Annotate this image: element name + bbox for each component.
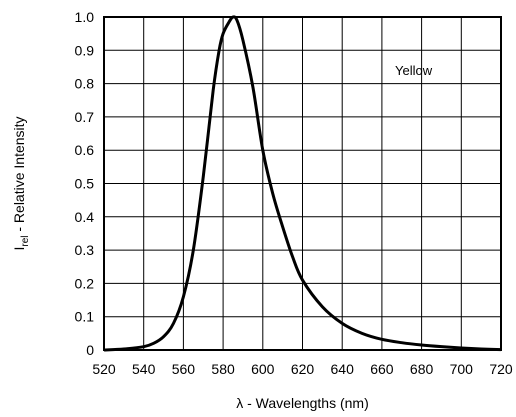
x-tick-label-8: 680: [410, 361, 434, 377]
x-tick-labels: 520 540 560 580 600 620 640 660 680 700 720: [92, 361, 513, 377]
y-tick-label-1: 0.1: [75, 309, 95, 325]
grid-lines: [103, 16, 502, 351]
x-tick-label-0: 520: [92, 361, 116, 377]
x-tick-label-4: 600: [251, 361, 275, 377]
x-tick-label-10: 720: [489, 361, 513, 377]
x-tick-label-5: 620: [291, 361, 315, 377]
x-axis-text: - Wavelengths (nm): [243, 395, 369, 411]
y-tick-label-2: 0.2: [75, 275, 95, 291]
x-tick-label-2: 560: [172, 361, 196, 377]
x-axis-label: λ - Wavelengths (nm): [236, 395, 369, 411]
y-axis-text: - Relative Intensity: [11, 116, 27, 235]
x-axis-symbol: λ: [236, 395, 243, 411]
x-tick-label-7: 660: [370, 361, 394, 377]
y-tick-label-3: 0.3: [75, 242, 95, 258]
y-axis-main: I: [11, 247, 27, 251]
legend-label: Yellow: [395, 63, 433, 78]
x-tick-label-3: 580: [211, 361, 235, 377]
plot-frame: [103, 16, 502, 351]
y-tick-label-6: 0.6: [75, 142, 95, 158]
y-tick-label-9: 0.9: [75, 42, 95, 58]
series-group: [103, 15, 502, 352]
x-tick-label-6: 640: [331, 361, 355, 377]
series-line-0: [103, 15, 502, 352]
y-axis-label: Irel - Relative Intensity: [11, 116, 31, 250]
y-tick-label-0: 0: [86, 342, 94, 358]
x-tick-label-1: 540: [132, 361, 156, 377]
y-tick-label-5: 0.5: [75, 176, 95, 192]
y-tick-label-10: 1.0: [75, 9, 95, 25]
x-tick-label-9: 700: [450, 361, 474, 377]
y-tick-label-4: 0.4: [75, 209, 95, 225]
y-tick-label-7: 0.7: [75, 109, 95, 125]
y-tick-labels: 0 0.1 0.2 0.3 0.4 0.5 0.6 0.7 0.8 0.9 1.0: [75, 9, 95, 358]
y-tick-label-8: 0.8: [75, 76, 95, 92]
y-axis-sub: rel: [20, 236, 31, 247]
